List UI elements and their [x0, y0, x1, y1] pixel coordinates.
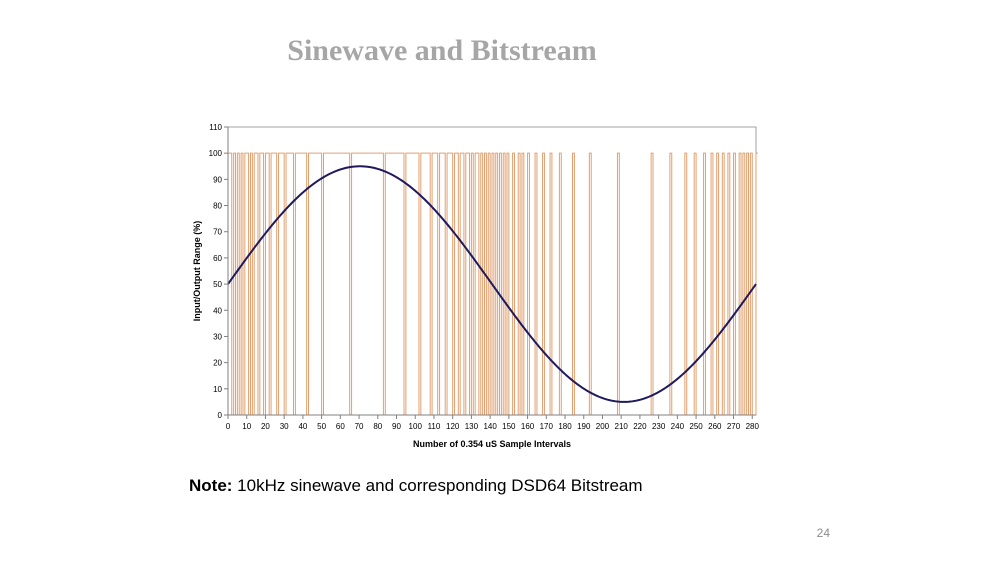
x-tick-label: 70: [355, 422, 364, 431]
x-tick-label: 10: [242, 422, 251, 431]
y-tick-label: 100: [209, 149, 223, 158]
y-tick-label: 20: [213, 359, 222, 368]
x-tick-label: 190: [577, 422, 591, 431]
y-tick-label: 0: [218, 411, 223, 420]
x-tick-label: 160: [521, 422, 535, 431]
slide-title: Sinewave and Bitstream: [287, 34, 597, 67]
x-tick-label: 20: [261, 422, 270, 431]
x-tick-label: 60: [336, 422, 345, 431]
note-body: 10kHz sinewave and corresponding DSD64 B…: [232, 476, 643, 495]
y-tick-label: 80: [213, 202, 222, 211]
note-label: Note:: [189, 476, 233, 495]
x-tick-label: 230: [652, 422, 666, 431]
x-tick-label: 260: [708, 422, 722, 431]
x-tick-label: 200: [596, 422, 610, 431]
y-tick-label: 50: [213, 280, 222, 289]
page-number: 24: [816, 526, 830, 540]
sinewave-bitstream-chart: 0 10 20 30 40 50 60 70 80 90 100 110 0 10 20 30 40 50 60 70…: [192, 123, 760, 449]
x-tick-label: 80: [373, 422, 382, 431]
y-tick-label: 40: [213, 306, 222, 315]
x-tick-label: 150: [502, 422, 516, 431]
y-axis-label: Input/Output Range (%): [192, 221, 202, 321]
x-tick-label: 100: [409, 422, 423, 431]
x-tick-label: 40: [298, 422, 307, 431]
sinewave-line: [227, 165, 757, 403]
sinewave-series: [227, 165, 757, 403]
x-tick-label: 270: [727, 422, 741, 431]
axes: 0 10 20 30 40 50 60 70 80 90 100 110 0 10 20 30 40 50 60 70…: [209, 123, 760, 431]
x-tick-label: 110: [428, 422, 441, 431]
x-axis-label: Number of 0.354 uS Sample Intervals: [413, 439, 571, 449]
x-tick-label: 120: [446, 422, 460, 431]
x-tick-label: 50: [317, 422, 326, 431]
x-tick-label: 240: [671, 422, 685, 431]
x-tick-label: 280: [746, 422, 760, 431]
x-tick-label: 90: [392, 422, 401, 431]
x-tick-label: 30: [280, 422, 289, 431]
x-tick-label: 180: [558, 422, 572, 431]
y-tick-label: 30: [213, 332, 222, 341]
x-tick-label: 220: [633, 422, 647, 431]
x-tick-label: 170: [540, 422, 554, 431]
y-tick-label: 90: [213, 175, 222, 184]
x-tick-label: 140: [483, 422, 497, 431]
y-tick-label: 60: [213, 254, 222, 263]
y-tick-label: 70: [213, 228, 222, 237]
x-tick-label: 250: [689, 422, 703, 431]
y-tick-label: 10: [213, 385, 222, 394]
x-tick-label: 210: [615, 422, 629, 431]
y-tick-label: 110: [209, 123, 222, 132]
x-tick-label: 0: [226, 422, 231, 431]
x-tick-label: 130: [465, 422, 479, 431]
note-text: Note: 10kHz sinewave and corresponding D…: [189, 476, 643, 496]
